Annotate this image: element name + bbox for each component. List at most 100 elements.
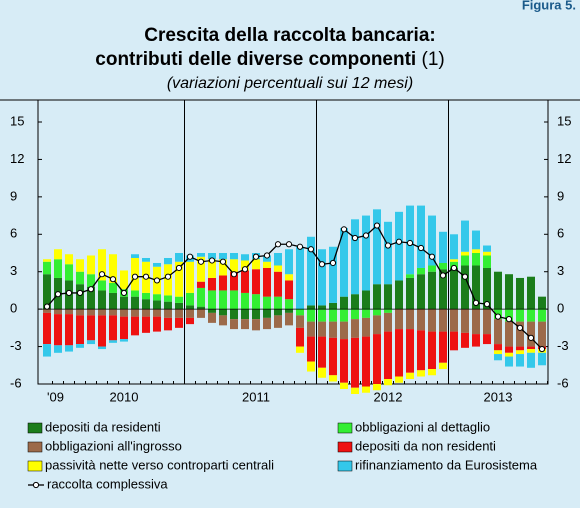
bar-segment bbox=[131, 316, 139, 336]
bar-segment bbox=[461, 255, 469, 266]
bar-segment bbox=[318, 321, 326, 337]
x-tick-label: '09 bbox=[47, 389, 64, 404]
figure-label: Figura 5. bbox=[522, 0, 576, 12]
bar-segment bbox=[384, 309, 392, 313]
bar-segment bbox=[406, 274, 414, 278]
bar-segment bbox=[241, 309, 249, 320]
bar-segment bbox=[494, 354, 502, 361]
bar-segment bbox=[65, 254, 73, 265]
bar-segment bbox=[175, 296, 183, 303]
title-note: (1) bbox=[422, 49, 445, 70]
bar-segment bbox=[263, 317, 271, 330]
bar-segment bbox=[439, 231, 447, 263]
bar-segment bbox=[362, 317, 370, 337]
bar-segment bbox=[76, 344, 84, 348]
bar-segment bbox=[153, 300, 161, 310]
bar-segment bbox=[329, 302, 337, 310]
total-marker bbox=[472, 299, 480, 307]
bar-segment bbox=[483, 267, 491, 310]
bar-segment bbox=[186, 261, 194, 293]
bar-segment bbox=[340, 339, 348, 383]
bar-segment bbox=[43, 274, 51, 310]
total-marker bbox=[318, 261, 326, 268]
legend-swatch bbox=[27, 422, 43, 434]
y2-tick-label: 3 bbox=[557, 263, 564, 278]
total-marker bbox=[417, 244, 425, 252]
bar-segment bbox=[428, 265, 436, 272]
total-marker bbox=[153, 277, 161, 284]
total-marker bbox=[241, 266, 249, 273]
total-marker bbox=[340, 226, 348, 233]
y-tick-label: 15 bbox=[10, 113, 24, 128]
total-marker bbox=[538, 345, 546, 353]
bar-segment bbox=[120, 309, 128, 317]
bar-segment bbox=[131, 290, 139, 297]
bar-segment bbox=[450, 267, 458, 310]
legend-label: depositi da residenti bbox=[45, 419, 161, 434]
bar-segment bbox=[76, 271, 84, 285]
bar-segment bbox=[516, 321, 524, 347]
bar-segment bbox=[406, 277, 414, 310]
bar-segment bbox=[406, 372, 414, 380]
legend-label: raccolta complessiva bbox=[47, 476, 168, 491]
bar-segment bbox=[494, 344, 502, 351]
bar-segment bbox=[362, 386, 370, 393]
bar-segment bbox=[538, 296, 546, 310]
bar-segment bbox=[76, 315, 84, 345]
y-tick-label: 9 bbox=[10, 188, 17, 203]
bar-segment bbox=[296, 246, 304, 310]
total-marker bbox=[274, 241, 282, 248]
bar-segment bbox=[461, 332, 469, 348]
bar-segment bbox=[43, 261, 51, 275]
bar-segment bbox=[252, 319, 260, 331]
total-marker bbox=[384, 242, 392, 249]
total-marker bbox=[120, 289, 128, 297]
bar-segment bbox=[175, 317, 183, 328]
total-marker bbox=[395, 238, 403, 245]
y-tick-label: 12 bbox=[10, 151, 24, 166]
bar-segment bbox=[43, 259, 51, 262]
bar-segment bbox=[527, 352, 535, 368]
total-marker bbox=[109, 276, 117, 283]
bar-segment bbox=[461, 265, 469, 310]
bar-segment bbox=[527, 276, 535, 310]
y2-tick-label: 9 bbox=[557, 188, 564, 203]
bar-segment bbox=[208, 312, 216, 323]
bar-segment bbox=[527, 346, 535, 350]
total-marker bbox=[252, 253, 260, 260]
bar-segment bbox=[241, 260, 249, 271]
bar-segment bbox=[384, 331, 392, 380]
bar-segment bbox=[428, 369, 436, 376]
bar-segment bbox=[252, 269, 260, 295]
legend-swatch bbox=[27, 460, 43, 472]
bar-segment bbox=[527, 349, 535, 353]
bar-segment bbox=[417, 330, 425, 371]
bar-segment bbox=[472, 230, 480, 250]
bar-segment bbox=[450, 259, 458, 262]
bar-segment bbox=[395, 280, 403, 310]
bar-segment bbox=[164, 264, 172, 296]
bar-segment bbox=[87, 340, 95, 345]
bar-segment bbox=[142, 257, 150, 262]
bar-segment bbox=[54, 345, 62, 353]
bar-segment bbox=[197, 306, 205, 310]
bar-segment bbox=[362, 215, 370, 291]
bar-segment bbox=[252, 309, 260, 320]
bar-segment bbox=[329, 337, 337, 376]
bar-segment bbox=[142, 316, 150, 333]
bar-segment bbox=[351, 319, 359, 338]
bar-segment bbox=[175, 261, 183, 297]
bar-segment bbox=[505, 352, 513, 357]
bar-segment bbox=[373, 334, 381, 384]
bar-segment bbox=[296, 346, 304, 353]
legend-label: depositi da non residenti bbox=[355, 438, 496, 453]
bar-segment bbox=[252, 294, 260, 310]
bar-segment bbox=[384, 284, 392, 310]
total-marker bbox=[461, 273, 469, 280]
bar-segment bbox=[340, 382, 348, 389]
total-marker bbox=[230, 271, 238, 278]
bar-segment bbox=[175, 302, 183, 310]
bar-segment bbox=[296, 315, 304, 328]
bar-segment bbox=[516, 309, 524, 322]
bar-segment bbox=[362, 290, 370, 310]
